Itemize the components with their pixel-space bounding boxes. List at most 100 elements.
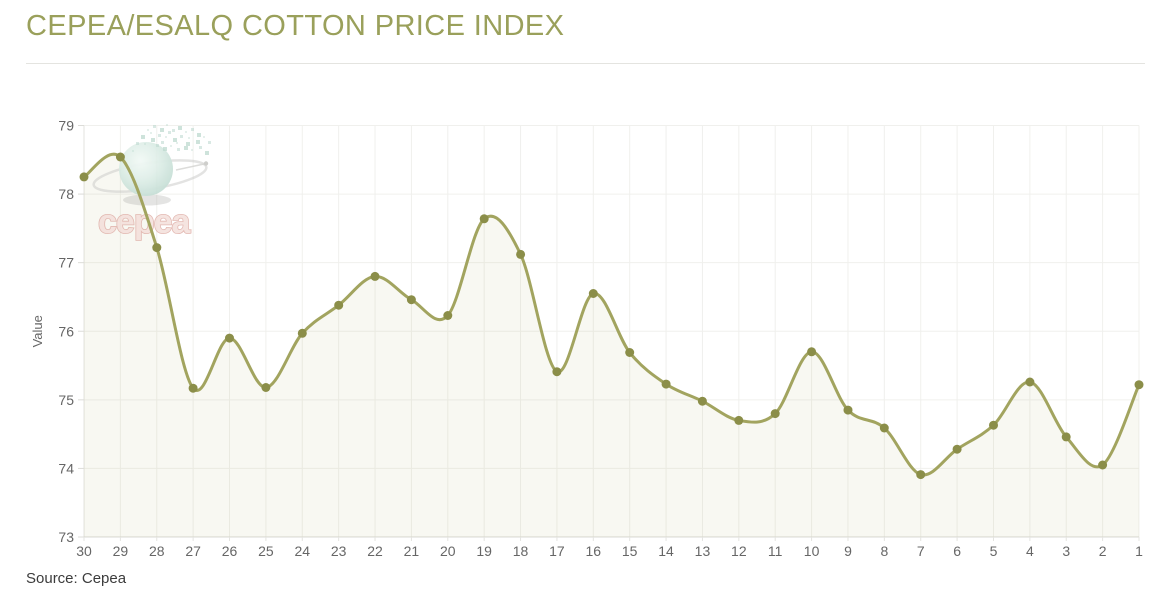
title-divider [26,63,1145,64]
data-point-marker [297,328,307,338]
y-tick-label: 77 [58,255,74,271]
watermark-pixel-dot [203,136,205,138]
watermark-pixel-dot [186,142,190,146]
x-tick-label: 1 [1135,543,1143,559]
data-point-marker [261,383,271,392]
watermark-pixel-dot [163,147,167,151]
data-point-marker [443,311,453,320]
x-tick-label: 5 [990,543,998,559]
watermark-globe-shadow [123,194,171,206]
watermark-pixel-dot [176,142,178,144]
y-tick-label: 75 [58,392,74,408]
x-tick-label: 14 [658,543,674,559]
data-point-marker [1061,432,1071,442]
watermark-pixel-dot [141,135,145,139]
watermark-pixel-dot [153,125,156,128]
data-point-marker [1025,377,1035,387]
watermark-pixel-dot [199,146,202,149]
watermark-pixel-dot [166,124,168,126]
data-point-marker [225,333,234,343]
data-point-marker [79,172,89,182]
x-tick-label: 9 [844,543,852,559]
data-point-marker [770,409,780,419]
watermark-pixel-dot [178,126,182,130]
watermark-pixel-dot [177,148,180,151]
x-tick-label: 19 [476,543,492,559]
x-tick-label: 16 [586,543,602,559]
x-tick-label: 10 [804,543,820,559]
data-point-marker [1098,460,1108,470]
x-tick-label: 29 [113,543,129,559]
y-tick-label: 76 [58,323,74,339]
data-point-marker [370,271,380,281]
x-tick-label: 24 [294,543,310,559]
x-tick-label: 15 [622,543,638,559]
x-tick-label: 8 [880,543,888,559]
watermark-pixel-dot [184,146,188,150]
cepea-watermark-logo: cepea [92,124,211,242]
x-tick-label: 21 [404,543,420,559]
x-tick-label: 12 [731,543,747,559]
x-tick-label: 4 [1026,543,1034,559]
data-point-marker [734,415,744,425]
data-point-marker [916,470,926,480]
watermark-pixel-dot [156,144,159,147]
watermark-wordmark: cepea [98,203,191,241]
watermark-globe-icon [119,142,173,196]
x-tick-label: 30 [76,543,92,559]
watermark-pixel-dot [205,151,209,155]
watermark-pixel-dot [172,129,175,132]
data-point-marker [697,396,707,406]
y-axis-title: Value [30,315,45,347]
data-point-marker [115,152,125,162]
data-point-marker [152,243,162,253]
watermark-pixel-dot [185,131,187,133]
series-area-fill [84,154,1139,537]
x-tick-label: 17 [549,543,565,559]
x-tick-label: 22 [367,543,383,559]
data-point-marker [334,300,344,310]
data-point-marker [479,214,489,224]
watermark-pixel-dot [168,131,171,134]
data-point-marker [989,420,998,430]
watermark-pixel-dot [132,150,134,152]
watermark-pixel-dot [161,141,164,144]
x-tick-label: 23 [331,543,347,559]
data-point-marker [879,423,889,433]
x-tick-label: 11 [768,543,783,559]
x-tick-label: 25 [258,543,274,559]
watermark-pixel-dot [170,145,172,147]
watermark-pixel-dot [180,135,183,138]
data-point-marker [807,347,817,357]
x-tick-label: 18 [513,543,529,559]
watermark-pixel-dot [188,137,190,139]
data-point-marker [625,348,635,357]
watermark-pixel-dot [151,138,155,142]
x-tick-label: 20 [440,543,456,559]
x-tick-label: 2 [1099,543,1107,559]
x-tick-label: 7 [917,543,925,559]
watermark-pixel-dot [165,136,167,138]
data-point-marker [588,289,598,298]
data-point-marker [843,405,853,415]
watermark-orbit-arm [175,163,205,171]
watermark-pixel-dot [150,132,152,134]
x-tick-label: 6 [953,543,961,559]
watermark-pixel-dot [144,143,146,145]
data-point-marker [406,295,416,305]
data-point-marker [661,379,671,389]
y-tick-label: 73 [58,529,74,545]
x-tick-label: 26 [222,543,238,559]
watermark-pixel-dot [196,140,200,144]
x-tick-label: 28 [149,543,165,559]
watermark-pixel-dot [191,149,193,151]
y-tick-label: 74 [58,460,74,476]
x-tick-label: 13 [695,543,711,559]
source-label: Source: Cepea [26,570,127,587]
watermark-pixel-dot [197,133,201,137]
watermark-pixel-dot [147,129,149,131]
x-tick-label: 27 [185,543,201,559]
watermark-pixel-dot [158,134,161,137]
